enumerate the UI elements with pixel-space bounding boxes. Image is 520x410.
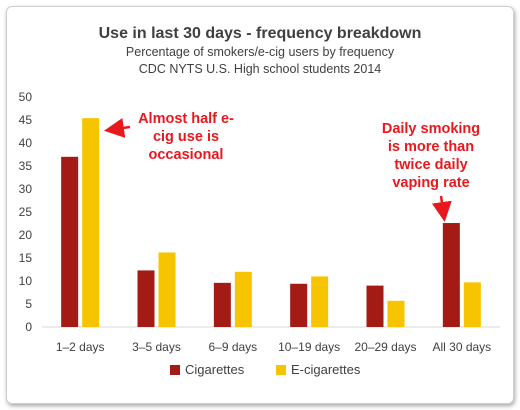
bar-e-cigarettes [234, 271, 252, 327]
x-tick-label: 3–5 days [132, 340, 181, 354]
y-axis: 0 5 10 15 20 25 30 35 40 45 50 [19, 90, 33, 334]
y-tick-label: 15 [19, 251, 33, 265]
bar-cigarettes [442, 223, 460, 327]
legend-swatch [276, 365, 286, 375]
chart-subtitle-line-1: Percentage of smokers/e-cig users by fre… [126, 45, 395, 59]
bar-e-cigarettes [387, 300, 405, 327]
annotation-arrow [104, 117, 131, 138]
bar-cigarettes [213, 282, 231, 327]
annotation-daily-line: twice daily [394, 157, 467, 173]
y-tick-label: 30 [19, 182, 33, 196]
legend-label: Cigarettes [185, 362, 245, 377]
bar-e-cigarettes [311, 276, 329, 327]
y-tick-label: 5 [25, 297, 32, 311]
y-tick-label: 45 [19, 113, 33, 127]
annotation-daily-line: Daily smoking [382, 121, 480, 137]
bar-cigarettes [290, 283, 308, 327]
x-tick-label: 20–29 days [354, 340, 416, 354]
bars [61, 118, 481, 327]
chart-title: Use in last 30 days - frequency breakdow… [99, 25, 422, 42]
annotation-daily-line: is more than [388, 139, 474, 155]
legend-swatch [170, 365, 180, 375]
bar-cigarettes [137, 270, 155, 327]
annotation-occasional-line: Almost half e- [138, 111, 234, 127]
x-tick-label: 10–19 days [278, 340, 340, 354]
x-axis: 1–2 days 3–5 days 6–9 days 10–19 days 20–29 … [42, 326, 500, 354]
annotation-occasional-line: occasional [149, 147, 224, 163]
y-tick-label: 10 [19, 274, 33, 288]
x-tick-label: 1–2 days [56, 340, 105, 354]
legend-label: E-cigarettes [291, 362, 361, 377]
annotation-occasional-line: cig use is [153, 129, 219, 145]
legend: Cigarettes E-cigarettes [170, 362, 361, 377]
bar-cigarettes [61, 156, 79, 327]
y-tick-label: 35 [19, 159, 33, 173]
x-tick-label: All 30 days [432, 340, 491, 354]
y-tick-label: 40 [19, 136, 33, 150]
annotations: Almost half e-cig use is occasional Daily … [104, 111, 480, 222]
bar-e-cigarettes [82, 118, 100, 327]
annotation-arrow [431, 195, 452, 222]
y-tick-label: 25 [19, 205, 33, 219]
bar-e-cigarettes [463, 282, 481, 327]
bar-cigarettes [366, 285, 384, 327]
annotation-daily-line: vaping rate [392, 175, 469, 191]
y-tick-label: 20 [19, 228, 33, 242]
y-tick-label: 0 [25, 320, 32, 334]
y-tick-label: 50 [19, 90, 33, 104]
bar-e-cigarettes [158, 252, 176, 327]
x-tick-label: 6–9 days [208, 340, 257, 354]
chart-subtitle-line-2: CDC NYTS U.S. High school students 2014 [139, 62, 382, 76]
